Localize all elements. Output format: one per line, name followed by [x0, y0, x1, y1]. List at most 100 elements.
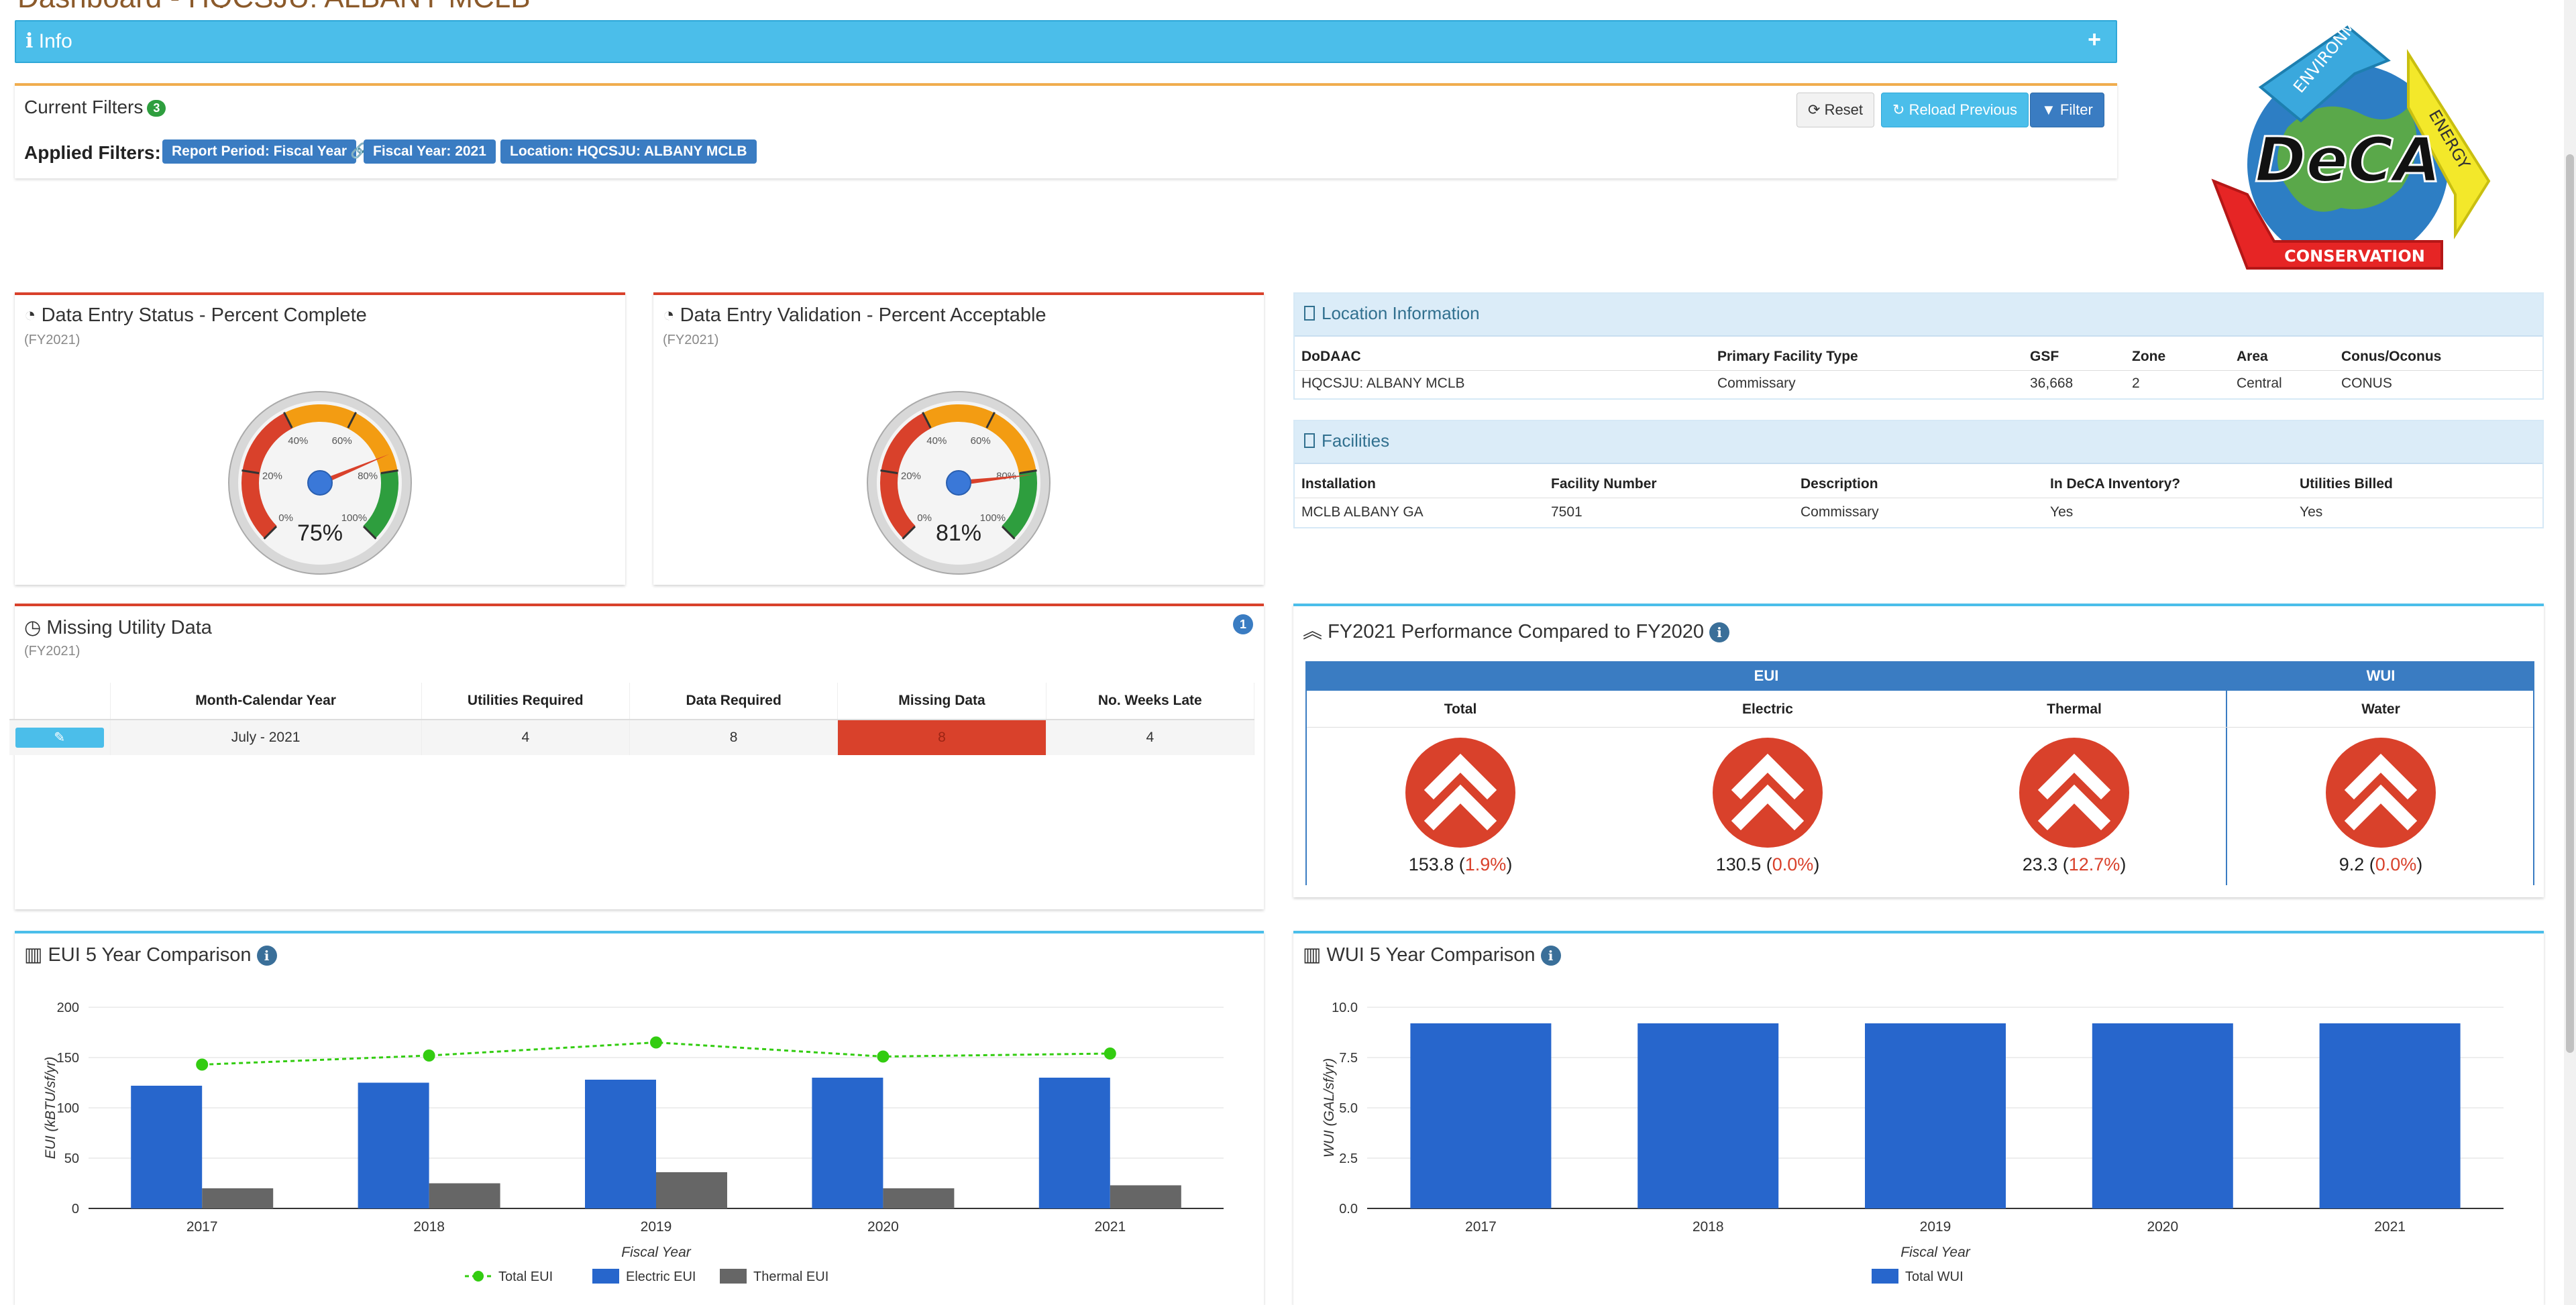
x-tick-label: 2019 [641, 1219, 672, 1235]
filter-chip-report-period[interactable]: Report Period: Fiscal Year [162, 139, 357, 164]
col-gsf: GSF [2030, 349, 2059, 364]
cell-conus: CONUS [2341, 376, 2392, 391]
col-missing-data: Missing Data [837, 683, 1046, 720]
data-point [877, 1050, 890, 1063]
filter-button[interactable]: ▼ Filter [2030, 93, 2104, 127]
divider [1307, 727, 2533, 728]
location-information-panel: Location Information DoDAAC Primary Faci… [1293, 292, 2544, 400]
table-row: ✎ July - 2021 4 8 8 4 [9, 720, 1255, 755]
info-icon[interactable]: i [256, 946, 277, 966]
gauge-tick [1001, 525, 1016, 540]
expand-icon[interactable]: + [2088, 27, 2101, 52]
gauge-tick-label: 100% [341, 512, 367, 524]
x-tick-label: 2021 [2374, 1219, 2406, 1235]
scrollbar-thumb[interactable] [2566, 154, 2574, 1053]
cell-data-required: 8 [629, 720, 839, 755]
gauge-hub [307, 470, 333, 496]
y-tick-label: 10.0 [1332, 1001, 1358, 1015]
funnel-icon: ▼ [2041, 101, 2056, 118]
gauge-tick-label: 20% [262, 471, 282, 482]
bar-chart-icon: ▥ [1303, 944, 1322, 966]
x-axis-label: Fiscal Year [621, 1245, 691, 1260]
info-icon[interactable]: i [1540, 946, 1561, 966]
gauge-tick [380, 469, 398, 475]
gauge-icon: ◔ [24, 304, 36, 326]
facilities-title: Facilities [1322, 431, 1390, 451]
col-area: Area [2237, 349, 2268, 364]
bar [1410, 1023, 1552, 1208]
perf-value-total: 153.8 (1.9%) [1408, 854, 1513, 874]
performance-title: FY2021 Performance Compared to FY2020 [1328, 621, 1705, 642]
filter-chip-fiscal-year[interactable]: Fiscal Year: 2021 [364, 139, 496, 164]
gauge-hub [946, 470, 971, 496]
info-icon[interactable]: i [1709, 622, 1730, 643]
page-scrollbar[interactable] [2564, 0, 2576, 1305]
gauge-tick-label: 80% [358, 471, 378, 482]
legend-label: Electric EUI [626, 1269, 696, 1284]
bar [656, 1172, 727, 1208]
gauge-tick-label: 60% [332, 435, 352, 447]
reload-previous-button[interactable]: ↻ Reload Previous [1881, 93, 2029, 127]
perf-value-thermal: 23.3 (12.7%) [2022, 854, 2127, 874]
perf-label-electric: Electric [1742, 701, 1793, 717]
y-tick-label: 50 [64, 1151, 79, 1166]
col-utilities-required: Utilities Required [421, 683, 630, 720]
perf-label-thermal: Thermal [2047, 701, 2102, 717]
gauge-tick-label: 60% [971, 435, 991, 447]
bar [1865, 1023, 2006, 1208]
info-bar[interactable]: i Info + [15, 20, 2117, 63]
building-icon [1304, 306, 1315, 321]
page-header: Dashboard - HQCSJU: ALBANY MCLB [0, 0, 2576, 8]
gauge-tick [347, 412, 357, 429]
data-point [1104, 1047, 1116, 1060]
y-tick-label: 2.5 [1339, 1151, 1358, 1166]
y-axis-label: EUI (kBTU/sf/yr) [43, 1057, 58, 1159]
gauge-value: 75% [297, 520, 343, 546]
gauge-tick-label: 40% [288, 435, 308, 447]
x-tick-label: 2018 [1693, 1219, 1724, 1235]
building-icon [1304, 433, 1315, 448]
gauge-tick-label: 20% [901, 471, 921, 482]
eui-chart-title: EUI 5 Year Comparison [48, 944, 252, 966]
legend-swatch [473, 1271, 484, 1282]
bar [585, 1080, 656, 1208]
col-conus-oconus: Conus/Oconus [2341, 349, 2442, 364]
data-entry-status-title: Data Entry Status - Percent Complete [41, 304, 367, 326]
legend-swatch [1872, 1269, 1898, 1284]
y-tick-label: 0 [72, 1202, 79, 1216]
data-entry-validation-title: Data Entry Validation - Percent Acceptab… [680, 304, 1046, 326]
location-information-title: Location Information [1322, 303, 1480, 323]
missing-utility-data-panel: ◷ Missing Utility Data (FY2021) 1 [15, 604, 1264, 909]
bar [358, 1082, 429, 1208]
divider [2226, 691, 2227, 885]
wui-group-header: WUI [2227, 661, 2534, 691]
reset-button[interactable]: ⟳ Reset [1796, 93, 1875, 127]
gauge-tick [362, 525, 377, 540]
y-tick-label: 200 [57, 1001, 79, 1015]
data-entry-validation-gauge: 0% 20% 40% 60% 80% 100% 81% [865, 389, 1053, 577]
legend-label: Thermal EUI [753, 1269, 828, 1284]
table-header-row: Month-Calendar Year Utilities Required D… [9, 683, 1255, 720]
gauge-tick [1019, 469, 1037, 475]
bar [812, 1078, 883, 1208]
reload-icon: ↻ [1892, 101, 1905, 118]
cell-description: Commissary [1801, 504, 1879, 520]
gauge-tick-label: 0% [278, 512, 293, 524]
cell-facility-number: 7501 [1551, 504, 1582, 520]
perf-arrow-electric [1713, 738, 1823, 848]
data-entry-status-panel: ◔ Data Entry Status - Percent Complete (… [15, 292, 625, 585]
filter-chip-location[interactable]: Location: HQCSJU: ALBANY MCLB [500, 139, 757, 164]
bar [202, 1188, 274, 1208]
cell-zone: 2 [2132, 376, 2140, 391]
col-data-required: Data Required [629, 683, 839, 720]
double-chevron-up-icon [1424, 753, 1497, 831]
perf-label-water: Water [2361, 701, 2400, 717]
edit-button[interactable]: ✎ [15, 728, 104, 748]
bar-chart-icon: ▥ [24, 944, 43, 966]
facilities-panel: Facilities Installation Facility Number … [1293, 420, 2544, 528]
bar [1110, 1185, 1181, 1208]
page-title: Dashboard - HQCSJU: ALBANY MCLB [17, 0, 531, 8]
gauge-tick [263, 525, 278, 540]
legend-label: Total WUI [1905, 1269, 1964, 1284]
perf-arrow-thermal [2019, 738, 2129, 848]
